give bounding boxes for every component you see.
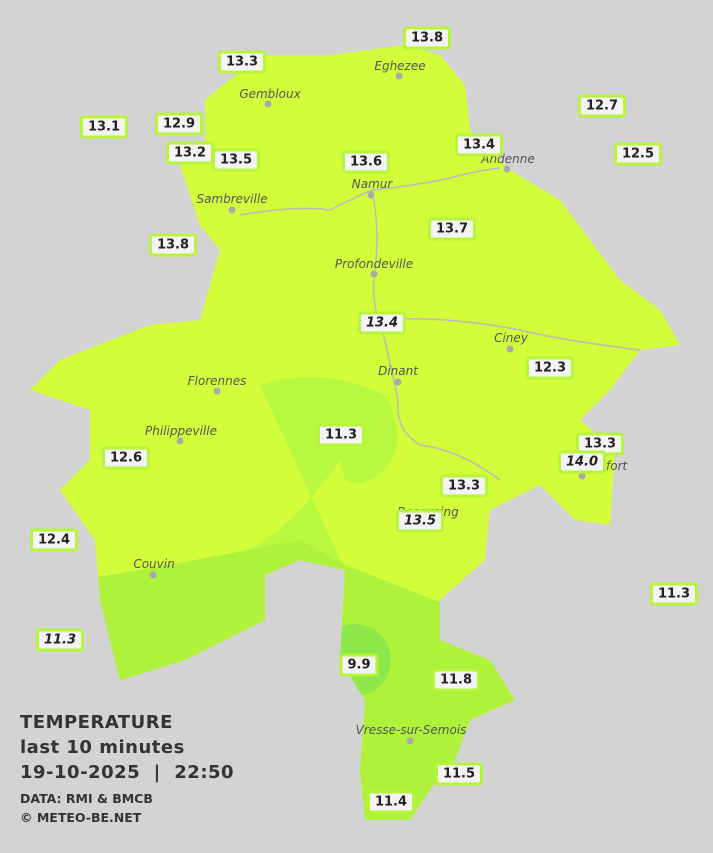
station-temp: 13.6 [341, 150, 391, 174]
city-label: Couvin [133, 557, 175, 571]
station-temp: 11.3 [316, 423, 366, 447]
city-label: Profondeville [334, 257, 414, 271]
station-temp: 13.2 [165, 141, 215, 165]
city-label: Namur [351, 177, 393, 191]
station-temp: 13.3 [439, 474, 489, 498]
station-temp: 11.5 [434, 762, 484, 786]
legend-datetime: 19-10-2025 | 22:50 [20, 762, 235, 783]
station-temp: 11.8 [431, 668, 481, 692]
city-label: Eghezee [374, 59, 426, 73]
legend-subtitle: last 10 minutes [20, 737, 185, 758]
station-temp: 12.9 [154, 112, 204, 136]
station-temp: 12.3 [525, 356, 575, 380]
legend-title: TEMPERATURE [20, 712, 173, 733]
legend-copyright: © METEO-BE.NET [20, 810, 142, 825]
city-dots [149, 72, 586, 745]
station-temp: 12.4 [29, 528, 79, 552]
station-temp: 13.4 [454, 133, 504, 157]
station-temp: 11.3 [35, 628, 85, 652]
city-label: Gembloux [239, 87, 301, 101]
city-label: Florennes [187, 374, 247, 388]
rivers [239, 167, 641, 481]
city-label: Sambreville [196, 192, 268, 206]
station-temp: 13.5 [211, 148, 261, 172]
station-temp: 14.0 [557, 450, 607, 474]
station-temp: 12.5 [613, 142, 663, 166]
station-temp: 13.1 [79, 115, 129, 139]
city-label: Dinant [378, 364, 418, 378]
station-temp: 11.4 [366, 790, 416, 814]
station-temp: 11.3 [649, 582, 699, 606]
station-temp: 13.7 [427, 217, 477, 241]
station-temp: 13.5 [395, 509, 445, 533]
station-temp: 12.6 [101, 446, 151, 470]
station-temp: 13.8 [148, 233, 198, 257]
legend-source: DATA: RMI & BMCB [20, 791, 153, 806]
station-temp: 12.7 [577, 94, 627, 118]
city-label: Philippeville [145, 424, 217, 438]
station-temp: 9.9 [339, 653, 379, 677]
station-temp: 13.3 [217, 50, 267, 74]
station-temp: 13.4 [357, 311, 407, 335]
city-label: Ciney [494, 331, 528, 345]
station-temp: 13.8 [402, 26, 452, 50]
city-label: Vresse-sur-Semois [355, 723, 467, 737]
